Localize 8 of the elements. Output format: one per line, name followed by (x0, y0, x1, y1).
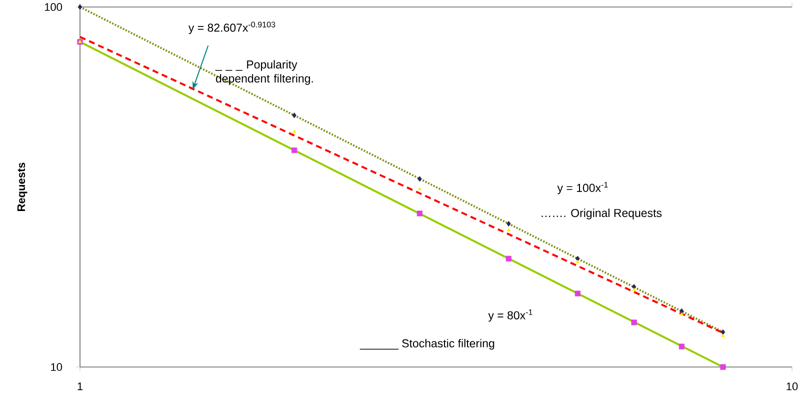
annotation: y = 82.607x$^{-0.9103}$ (188, 22, 276, 34)
annotation: y = 80x$^{-1}$ (488, 309, 532, 322)
annotation: y = 100x$^{-1}$ (557, 182, 608, 194)
y-axis-title: Requests (17, 162, 28, 212)
x-tick-label: 1 (78, 382, 83, 390)
y-tick-label: 100 (44, 3, 62, 11)
annotation: ______ Stochastic filtering (360, 338, 494, 350)
annotation: ……. Original Requests (542, 208, 662, 220)
